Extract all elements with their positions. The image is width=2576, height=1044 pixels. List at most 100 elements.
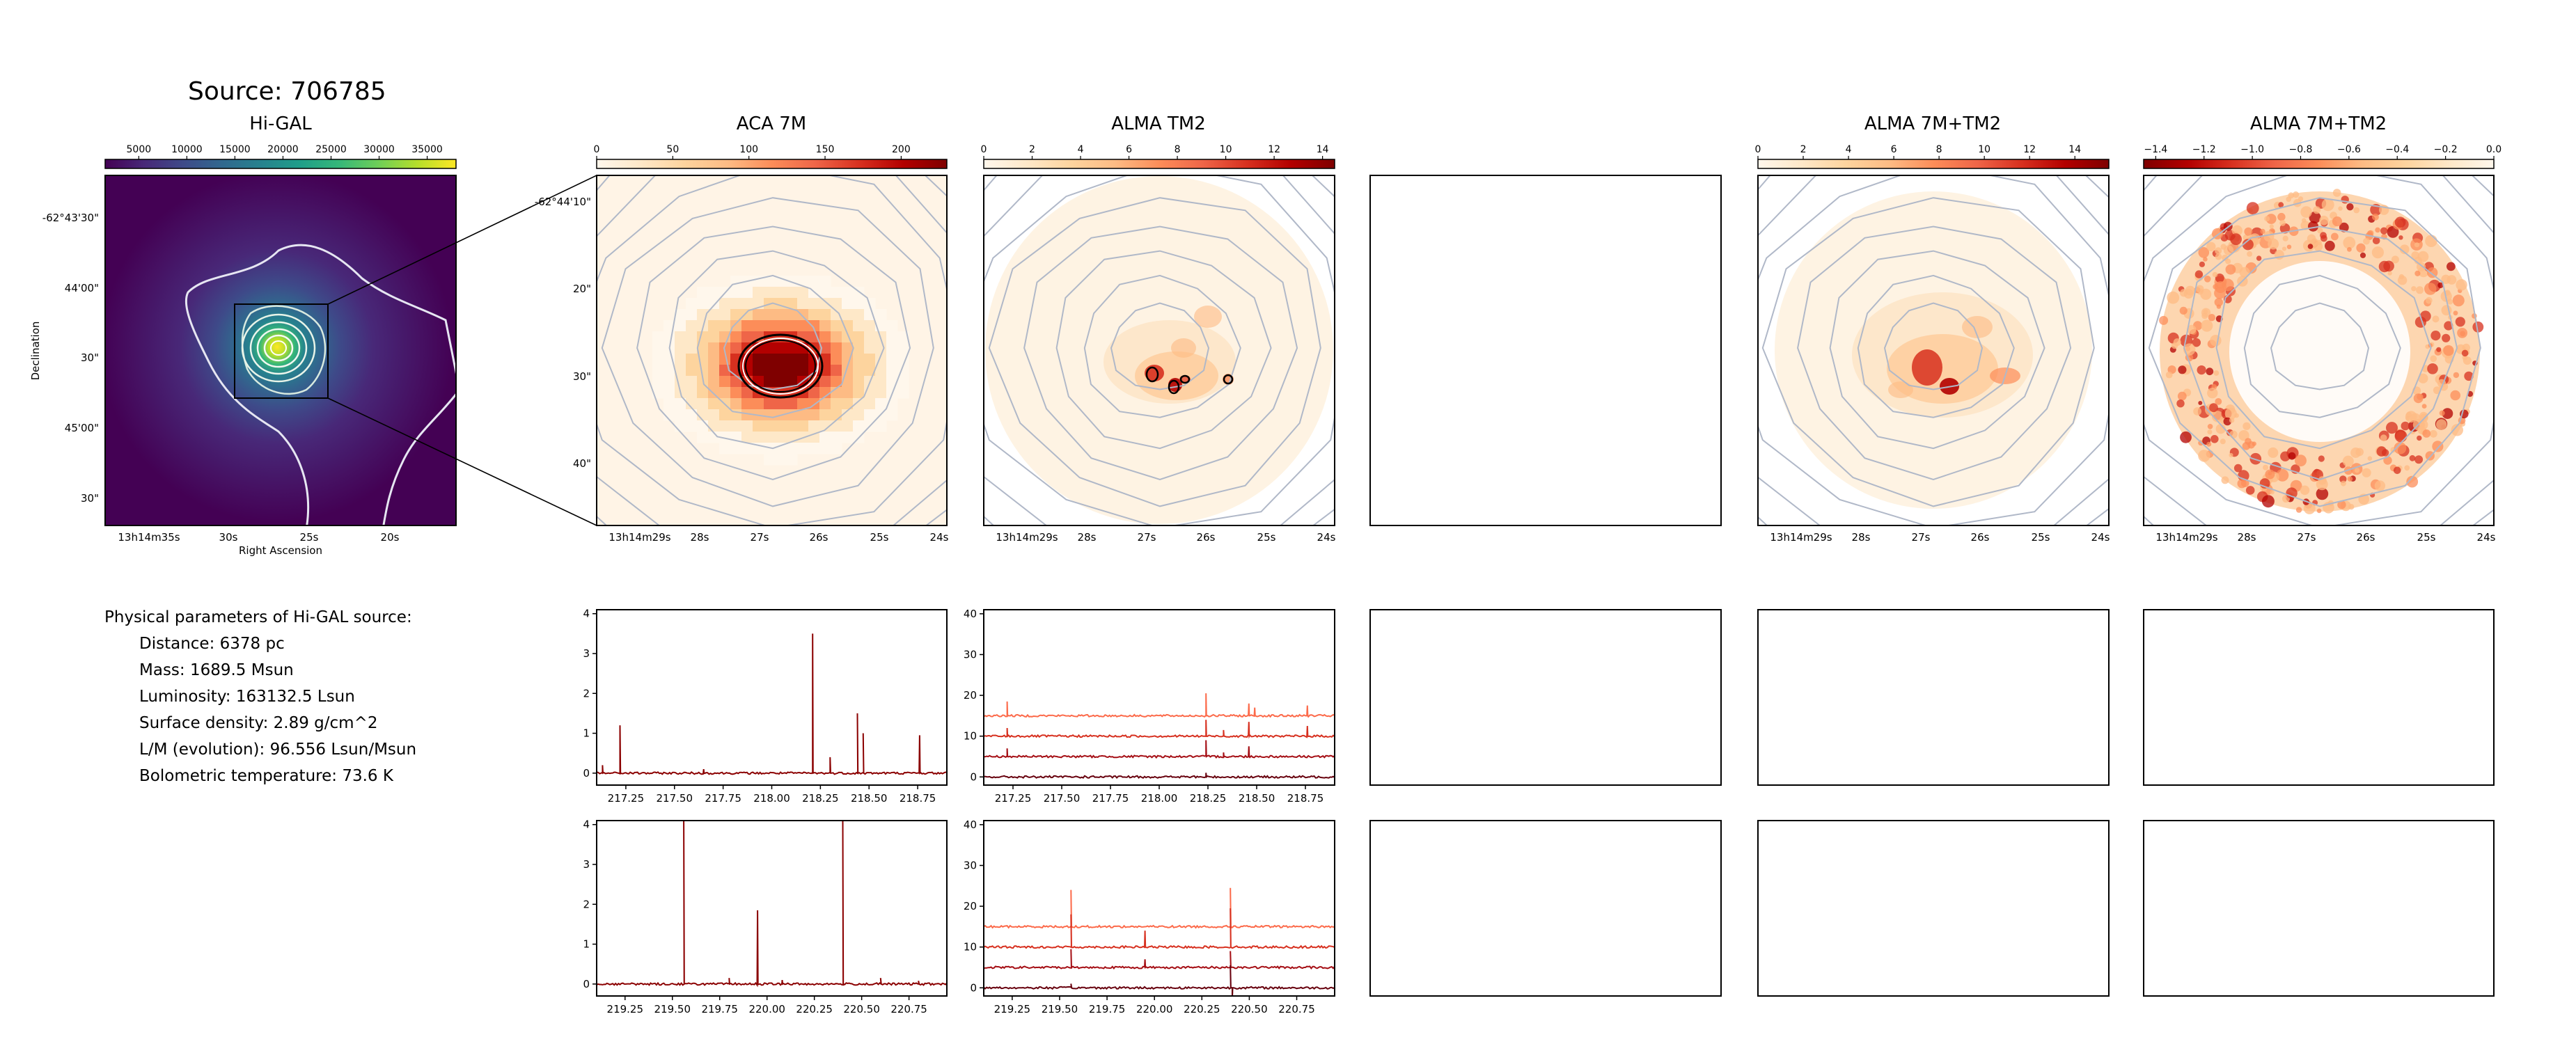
combo2-noise-speck bbox=[2347, 247, 2352, 252]
empty-spectrum-panels bbox=[1369, 609, 2495, 997]
spectrum-series-line bbox=[597, 821, 947, 988]
aca7m-pixel bbox=[819, 443, 831, 454]
aca7m-pixel bbox=[753, 309, 764, 321]
combo2-noise-speck bbox=[2461, 349, 2469, 357]
higal-frame bbox=[104, 175, 457, 526]
colorbar-tick-label: 0.0 bbox=[2486, 144, 2502, 155]
tm2-core-ellipse bbox=[1145, 366, 1159, 383]
combo2-noise-speck bbox=[2316, 487, 2329, 500]
empty-spectrum-panel bbox=[1757, 609, 2110, 786]
aca7m-pixel bbox=[775, 398, 787, 410]
combo2-noise-speck bbox=[2346, 203, 2354, 211]
spectrum-ytick-label: 0 bbox=[583, 767, 590, 780]
combo2-noise-speck bbox=[2394, 441, 2407, 454]
aca7m-pixel bbox=[686, 342, 698, 354]
aca7m-pixel bbox=[831, 398, 842, 410]
spectrum-panel: 217.25 217.50 217.75 218.00 218.25 218.50 218.… bbox=[964, 608, 1335, 805]
combo2-noise-speck bbox=[2339, 475, 2347, 483]
aca7m-pixel bbox=[842, 398, 854, 410]
combo2-noise-speck bbox=[2325, 240, 2335, 251]
tm2-map-panel: 13h14m29s 28s 27s 26s 25s 24s bbox=[983, 175, 1336, 544]
combo2-noise-speck bbox=[2404, 465, 2410, 471]
aca7m-pixel bbox=[652, 376, 664, 388]
param-distance: Distance: 6378 pc bbox=[139, 635, 285, 653]
combo2-noise-speck bbox=[2268, 447, 2279, 458]
aca7m-pixel bbox=[775, 287, 787, 299]
combo2-noise-speck bbox=[2406, 475, 2419, 488]
spectrum-plot bbox=[984, 693, 1335, 780]
spectrum-ytick-label: 2 bbox=[583, 898, 590, 910]
higal-contour-5 bbox=[256, 328, 301, 368]
aca7m-beam-outline-inner bbox=[742, 338, 819, 395]
spectrum-frame bbox=[983, 820, 1335, 997]
combo2-noise-speck bbox=[2215, 274, 2224, 283]
combo2-noise-speck bbox=[2343, 236, 2356, 249]
aca7m-pixel bbox=[764, 420, 776, 432]
colorbar-tick-label: 8 bbox=[1936, 144, 1942, 155]
aca7m-pixel bbox=[652, 365, 664, 377]
aca7m-pixel bbox=[831, 320, 842, 332]
spectrum-xtick-label: 217.50 bbox=[1044, 792, 1081, 805]
aca7m-pixel bbox=[764, 276, 776, 287]
combo1-contour bbox=[1857, 274, 2015, 418]
combo2-noise-speck bbox=[2397, 276, 2408, 285]
combo1-map-panel: 13h14m29s 28s 27s 26s 25s 24s bbox=[1757, 175, 2110, 544]
colorbar-tick-label: 10000 bbox=[171, 144, 203, 155]
aca7m-pixel bbox=[875, 342, 887, 354]
aca7m-pixel bbox=[730, 342, 742, 354]
combo2-noise-speck bbox=[2443, 345, 2454, 356]
spectrum-series-line bbox=[597, 633, 947, 775]
combo2-noise-speck bbox=[2295, 507, 2302, 513]
empty-map-panel bbox=[1369, 175, 1722, 526]
aca7m-pixel bbox=[686, 409, 698, 421]
aca7m-pixel bbox=[686, 376, 698, 388]
colorbar-tick-label: 6 bbox=[1126, 144, 1132, 155]
aca7m-pixel bbox=[819, 309, 831, 321]
aca7m-ytick: 40" bbox=[573, 457, 591, 470]
spectrum-xtick-label: 220.25 bbox=[796, 1003, 833, 1015]
colorbar-tick-label: −0.2 bbox=[2434, 144, 2458, 155]
aca7m-contour bbox=[636, 226, 911, 480]
combo2-noise-speck bbox=[2242, 239, 2254, 251]
aca7m-pixel bbox=[842, 432, 854, 443]
higal-xticks: 13h14m35s 30s 25s 20s bbox=[118, 531, 399, 544]
combo2-noise-speck bbox=[2442, 408, 2453, 419]
aca7m-pixel bbox=[786, 354, 798, 365]
aca7m-pixel bbox=[663, 331, 675, 343]
combo2-noise-speck bbox=[2420, 422, 2426, 427]
aca7m-pixel bbox=[675, 320, 686, 332]
physical-parameters: Physical parameters of Hi-GAL source: Di… bbox=[104, 604, 416, 789]
spectrum-series-line bbox=[984, 773, 1335, 780]
spectrum-ytick-label: 2 bbox=[583, 687, 590, 699]
combo2-noise-speck bbox=[2394, 429, 2406, 441]
aca7m-pixel bbox=[775, 387, 787, 399]
combo2-noise-speck bbox=[2429, 429, 2437, 438]
aca7m-pixel bbox=[786, 320, 798, 332]
spectrum-xtick-label: 217.25 bbox=[608, 792, 645, 805]
combo2-noise-speck bbox=[2350, 448, 2362, 458]
combo2-noise-speck bbox=[2224, 407, 2237, 420]
aca7m-pixel bbox=[886, 342, 898, 354]
combo2-noise-speck bbox=[2463, 356, 2472, 365]
higal-contour-6 bbox=[263, 334, 294, 362]
aca7m-pixel bbox=[719, 443, 731, 454]
combo2-noise-speck bbox=[2264, 216, 2270, 222]
aca7m-pixel bbox=[797, 409, 809, 421]
spectrum-xtick-label: 219.25 bbox=[994, 1003, 1031, 1015]
aca7m-pixel bbox=[764, 354, 776, 365]
spectrum-plot bbox=[597, 821, 947, 988]
aca7m-pixel bbox=[808, 309, 820, 321]
higal-map-image bbox=[105, 175, 456, 525]
aca7m-pixel bbox=[797, 420, 809, 432]
spectrum-xtick-label: 218.00 bbox=[753, 792, 790, 805]
combo2-noise-speck bbox=[2422, 429, 2431, 438]
spectrum-xtick-label: 218.75 bbox=[900, 792, 936, 805]
tm2-contour bbox=[984, 175, 1335, 525]
aca7m-pixel bbox=[831, 309, 842, 321]
combo2-noise-speck bbox=[2455, 317, 2465, 327]
spectrum-xtick-label: 217.75 bbox=[705, 792, 741, 805]
aca7m-pixel bbox=[819, 387, 831, 399]
tm2-xticks: 13h14m29s 28s 27s 26s 25s 24s bbox=[996, 531, 1335, 544]
aca7m-pixel bbox=[797, 298, 809, 310]
combo2-noise-speck bbox=[2371, 246, 2384, 259]
